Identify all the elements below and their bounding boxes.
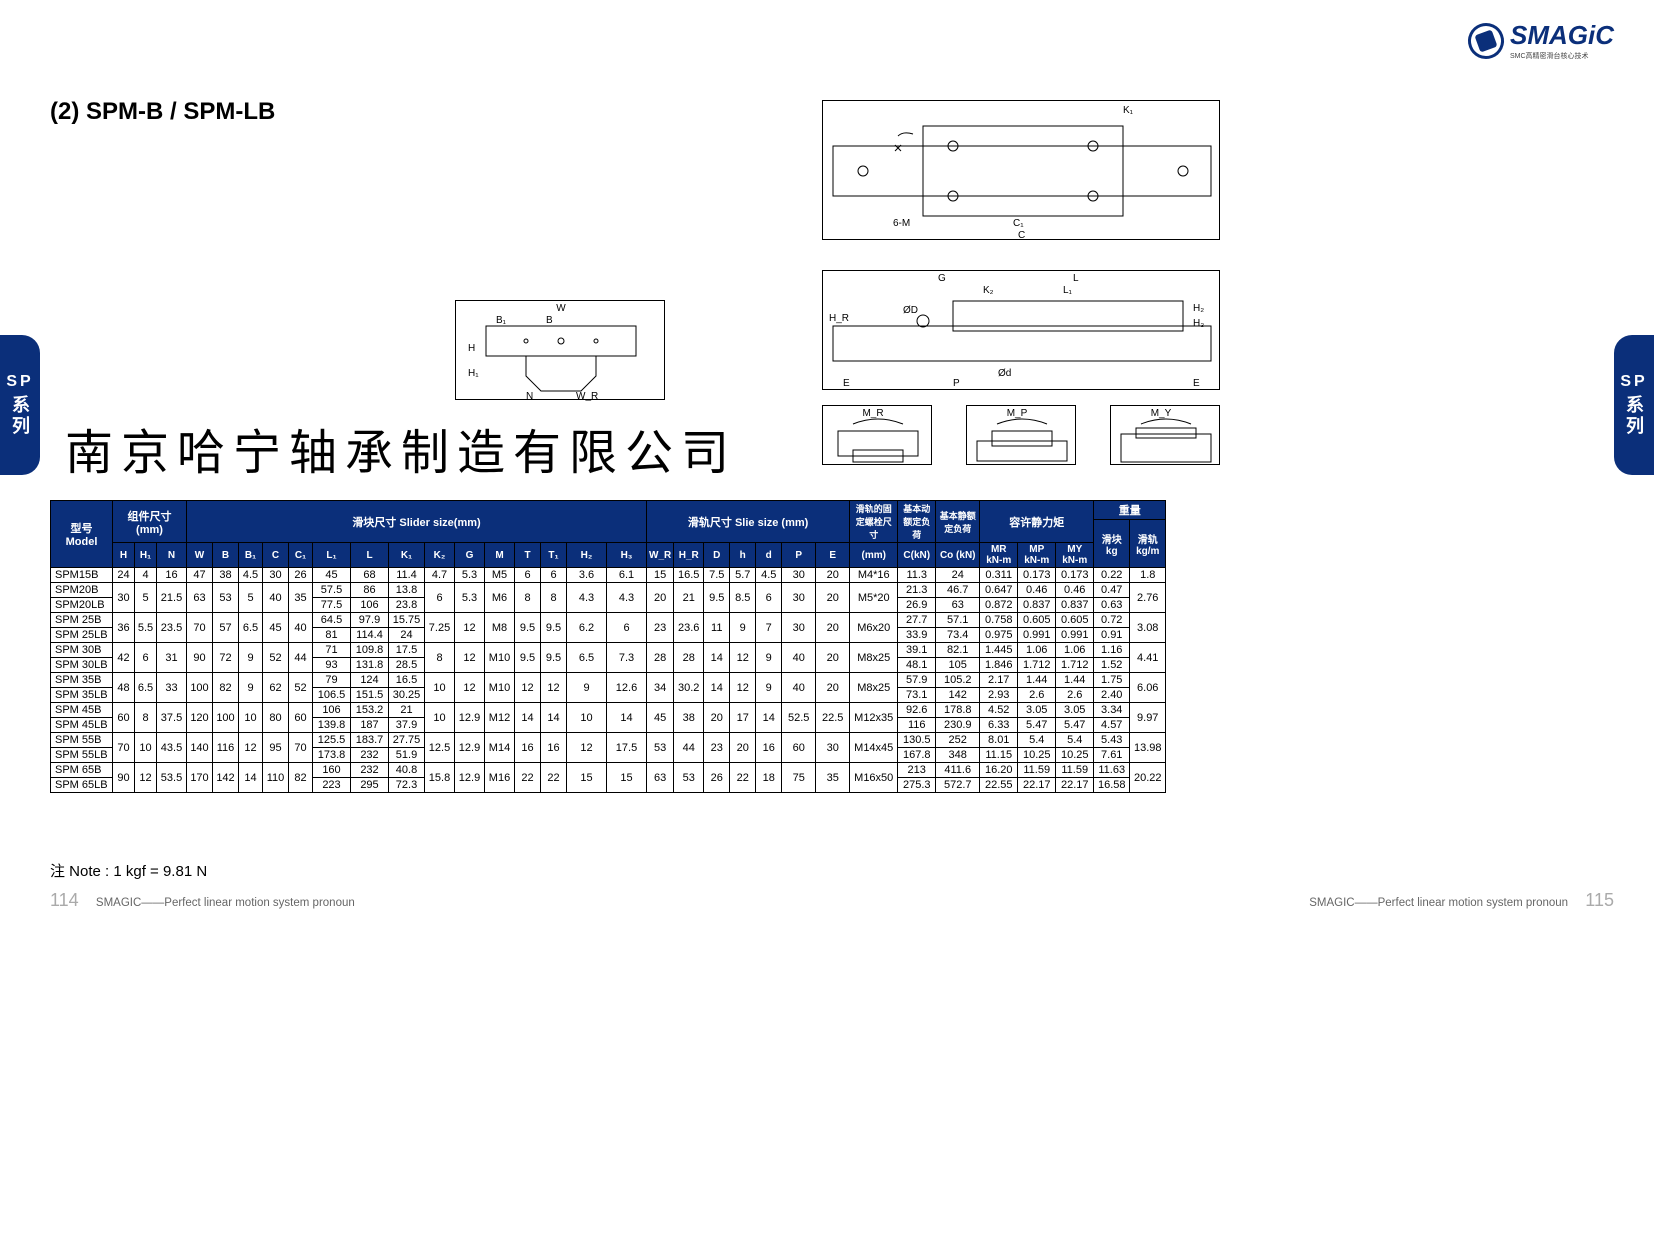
svg-text:M_Y: M_Y xyxy=(1151,408,1172,419)
side-tab-right: SP 系列 xyxy=(1614,335,1654,475)
svg-text:K₂: K₂ xyxy=(983,285,994,296)
logo-sub: SMC高精密滑台核心技术 xyxy=(1510,51,1614,61)
svg-text:H: H xyxy=(468,343,475,354)
footer-left: 114 SMAGIC——Perfect linear motion system… xyxy=(50,890,355,911)
svg-text:H₃: H₃ xyxy=(1193,318,1204,329)
svg-text:P: P xyxy=(953,378,960,389)
logo-text: SMAGiC xyxy=(1510,20,1614,51)
svg-text:N: N xyxy=(526,391,533,401)
page-title: (2) SPM-B / SPM-LB xyxy=(50,98,275,126)
svg-text:H₁: H₁ xyxy=(468,368,479,379)
diagram-moment-y: M_Y xyxy=(1110,405,1220,465)
footer-right: SMAGIC——Perfect linear motion system pro… xyxy=(1309,890,1614,911)
diagram-moment-p: M_P xyxy=(966,405,1076,465)
svg-text:6-M: 6-M xyxy=(893,218,910,229)
svg-text:M_R: M_R xyxy=(862,408,883,419)
diagram-side-view: G L K₂ L₁ ØD H_R H₂ H₃ E P Ød E xyxy=(822,270,1220,390)
svg-text:L₁: L₁ xyxy=(1063,285,1073,296)
svg-text:W_R: W_R xyxy=(576,391,598,401)
company-name: 南京哈宁轴承制造有限公司 xyxy=(65,413,737,483)
svg-text:B₁: B₁ xyxy=(496,315,507,326)
diagram-cross-section: W B B₁ H H₁ N W_R xyxy=(455,300,665,400)
svg-text:L: L xyxy=(1073,273,1079,284)
svg-text:H₂: H₂ xyxy=(1193,303,1204,314)
svg-text:C: C xyxy=(1018,230,1025,241)
svg-text:E: E xyxy=(1193,378,1200,389)
svg-text:K₁: K₁ xyxy=(1123,105,1134,116)
svg-text:C₁: C₁ xyxy=(1013,218,1024,229)
svg-text:ØD: ØD xyxy=(903,305,918,316)
diagram-moment-r: M_R xyxy=(822,405,932,465)
svg-text:M_P: M_P xyxy=(1007,408,1028,419)
diagram-top-view: K₁ 6-M C₁ C xyxy=(822,100,1220,240)
svg-text:H_R: H_R xyxy=(829,313,849,324)
note: 注 Note : 1 kgf = 9.81 N xyxy=(50,860,207,881)
spec-table: 型号 Model组件尺寸 (mm)滑块尺寸 Slider size(mm)滑轨尺… xyxy=(50,500,1166,793)
side-tab-left: SP 系列 xyxy=(0,335,40,475)
svg-text:G: G xyxy=(938,273,946,284)
svg-text:E: E xyxy=(843,378,850,389)
svg-text:Ød: Ød xyxy=(998,368,1011,379)
logo-icon xyxy=(1463,17,1509,63)
svg-text:W: W xyxy=(556,303,566,314)
logo: SMAGiC SMC高精密滑台核心技术 xyxy=(1468,20,1614,61)
svg-text:B: B xyxy=(546,315,553,326)
